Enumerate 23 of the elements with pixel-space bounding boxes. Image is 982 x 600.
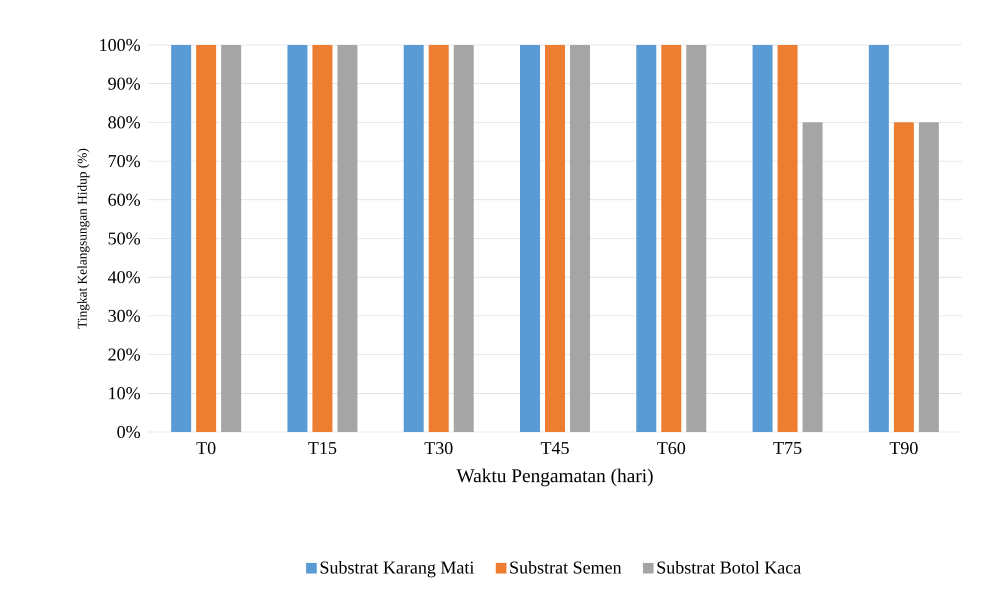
x-tick-label: T75 bbox=[773, 442, 802, 454]
y-tick-label: 20% bbox=[108, 348, 140, 361]
legend-label: Substrat Semen bbox=[510, 560, 622, 574]
y-tick-label: 50% bbox=[108, 232, 140, 245]
y-tick-label: 70% bbox=[108, 154, 140, 168]
y-axis-title: Tingkat Kelangsungan Hidup (%) bbox=[77, 148, 90, 329]
y-tick-label: 10% bbox=[109, 387, 140, 400]
legend-label: Substrat Botol Kaca bbox=[657, 560, 801, 574]
y-tick-label: 40% bbox=[108, 271, 140, 284]
y-tick-label: 100% bbox=[100, 38, 140, 52]
x-tick-label: T60 bbox=[657, 442, 686, 454]
x-tick-label: T45 bbox=[540, 442, 569, 454]
legend-label: Substrat Karang Mati bbox=[320, 560, 474, 578]
y-tick-label: 60% bbox=[108, 194, 140, 206]
x-tick-label: T0 bbox=[196, 442, 216, 454]
y-tick-label: 90% bbox=[108, 78, 140, 90]
x-axis-title: Waktu Pengamatan (hari) bbox=[456, 468, 653, 486]
x-tick-label: T90 bbox=[890, 442, 918, 454]
y-tick-label: 80% bbox=[108, 116, 140, 128]
x-tick-label: T30 bbox=[424, 442, 453, 454]
y-tick-label: 0% bbox=[117, 426, 140, 438]
x-tick-label: T15 bbox=[308, 442, 336, 454]
y-tick-label: 30% bbox=[108, 310, 140, 322]
